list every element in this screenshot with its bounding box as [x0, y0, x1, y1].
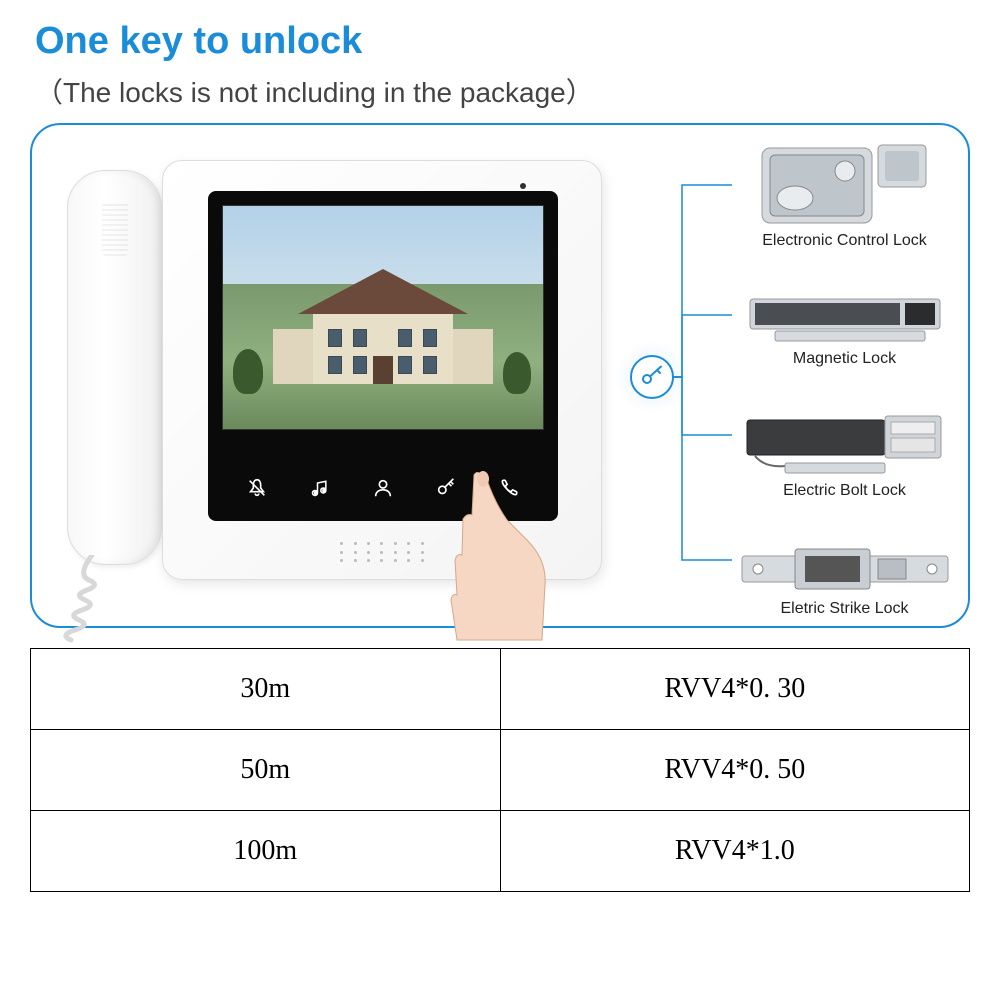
table-row: 50m RVV4*0. 50 — [31, 730, 970, 811]
lock-label: Eletric Strike Lock — [780, 600, 908, 618]
diagram-frame: Electronic Control Lock Magnetic Lock — [30, 123, 970, 628]
lock-item-strike: Eletric Strike Lock — [732, 541, 957, 618]
spec-table: 30m RVV4*0. 30 50m RVV4*0. 50 100m RVV4*… — [30, 648, 970, 892]
call-icon[interactable] — [494, 473, 524, 503]
table-cell: 100m — [31, 811, 501, 892]
table-row: 100m RVV4*1.0 — [31, 811, 970, 892]
lock-item-bolt: Electric Bolt Lock — [732, 408, 957, 500]
screen-bezel — [208, 191, 558, 521]
page-subtitle: （The locks is not including in the packa… — [35, 71, 970, 111]
intercom-device — [67, 155, 617, 615]
mute-icon[interactable] — [242, 473, 272, 503]
table-cell: RVV4*0. 30 — [500, 649, 970, 730]
lock-item-control: Electronic Control Lock — [732, 143, 957, 250]
user-icon[interactable] — [368, 473, 398, 503]
camera-dot-icon — [520, 183, 526, 189]
lock-label: Electronic Control Lock — [762, 232, 927, 250]
lock-label: Magnetic Lock — [793, 350, 896, 368]
electric-bolt-lock-icon — [745, 408, 945, 478]
table-cell: 50m — [31, 730, 501, 811]
lock-item-magnetic: Magnetic Lock — [732, 291, 957, 368]
page-title: One key to unlock — [35, 20, 970, 63]
locks-column: Electronic Control Lock Magnetic Lock — [732, 143, 957, 618]
table-cell: RVV4*1.0 — [500, 811, 970, 892]
music-icon[interactable] — [305, 473, 335, 503]
magnetic-lock-icon — [745, 291, 945, 346]
touch-button-row — [208, 473, 558, 503]
lock-label: Electric Bolt Lock — [783, 482, 906, 500]
speaker-grid-icon — [337, 542, 427, 564]
handset — [67, 170, 162, 565]
hub-key-icon — [630, 355, 674, 399]
key-icon[interactable] — [431, 473, 461, 503]
table-cell: 30m — [31, 649, 501, 730]
monitor-body — [162, 160, 602, 580]
screen-image — [222, 205, 544, 430]
table-cell: RVV4*0. 50 — [500, 730, 970, 811]
electronic-control-lock-icon — [760, 143, 930, 228]
electric-strike-lock-icon — [740, 541, 950, 596]
table-row: 30m RVV4*0. 30 — [31, 649, 970, 730]
